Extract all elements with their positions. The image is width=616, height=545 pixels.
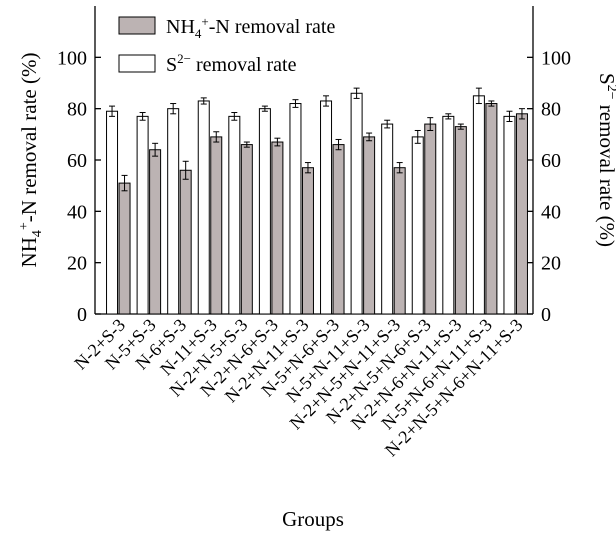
right-tick-label: 100 <box>541 47 571 69</box>
bar-white <box>197 100 210 315</box>
bar-white <box>320 100 333 315</box>
bar-white <box>289 103 302 315</box>
bar-white <box>136 115 149 315</box>
legend: NH4+-N removal rate S2− removal rate <box>118 14 335 76</box>
bar-gray <box>179 169 192 315</box>
legend-label-s2: S2− removal rate <box>166 51 297 76</box>
bar-gray <box>118 182 131 315</box>
x-axis-title: Groups <box>282 507 344 531</box>
right-tick-label: 40 <box>541 201 561 223</box>
left-axis-title-sub: 4 <box>30 230 45 237</box>
bar-white <box>381 123 394 315</box>
bar-gray <box>393 167 406 315</box>
bar-gray <box>271 141 284 315</box>
bar-series <box>106 87 528 315</box>
legend-label-nh4: NH4+-N removal rate <box>166 14 335 41</box>
bar-gray <box>454 126 467 315</box>
left-tick-label: 80 <box>67 99 87 121</box>
right-tick-label: 80 <box>541 99 561 121</box>
right-axis-title-sup: 2− <box>604 85 616 100</box>
left-axis-title: NH4+-N removal rate (%) <box>17 53 45 268</box>
bar-gray <box>240 144 253 315</box>
left-tick-label: 40 <box>67 201 87 223</box>
bar-white <box>503 115 516 315</box>
right-tick-label: 0 <box>541 304 551 326</box>
legend-swatch-nh4 <box>118 16 156 35</box>
right-axis-title: S2− removal rate (%) <box>595 73 616 247</box>
left-tick-label: 0 <box>77 304 87 326</box>
left-axis-title-sup: + <box>17 222 32 230</box>
bar-white <box>258 108 271 315</box>
category-labels: N-2+S-3N-5+S-3N-6+S-3N-11+S-3N-2+N-5+S-3… <box>70 315 526 461</box>
bar-gray <box>485 103 498 315</box>
bar-white <box>411 136 424 315</box>
bar-white <box>167 108 180 315</box>
bar-white <box>228 115 241 315</box>
left-y-ticks: 0 20 40 60 80 100 <box>57 47 101 326</box>
right-y-ticks: 0 20 40 60 80 100 <box>527 47 571 326</box>
right-tick-label: 20 <box>541 253 561 275</box>
left-tick-label: 20 <box>67 253 87 275</box>
bar-gray <box>301 167 314 315</box>
bar-white <box>106 110 119 315</box>
bar-white <box>442 115 455 315</box>
bar-gray <box>515 113 528 315</box>
bar-gray <box>424 123 437 315</box>
bar-white <box>472 95 485 315</box>
left-tick-label: 60 <box>67 150 87 172</box>
right-tick-label: 60 <box>541 150 561 172</box>
bar-gray <box>149 149 162 315</box>
left-tick-label: 100 <box>57 47 87 69</box>
bar-gray <box>363 136 376 315</box>
bar-gray <box>210 136 223 315</box>
bar-gray <box>332 144 345 315</box>
legend-swatch-s2 <box>118 54 156 73</box>
bar-white <box>350 92 363 315</box>
